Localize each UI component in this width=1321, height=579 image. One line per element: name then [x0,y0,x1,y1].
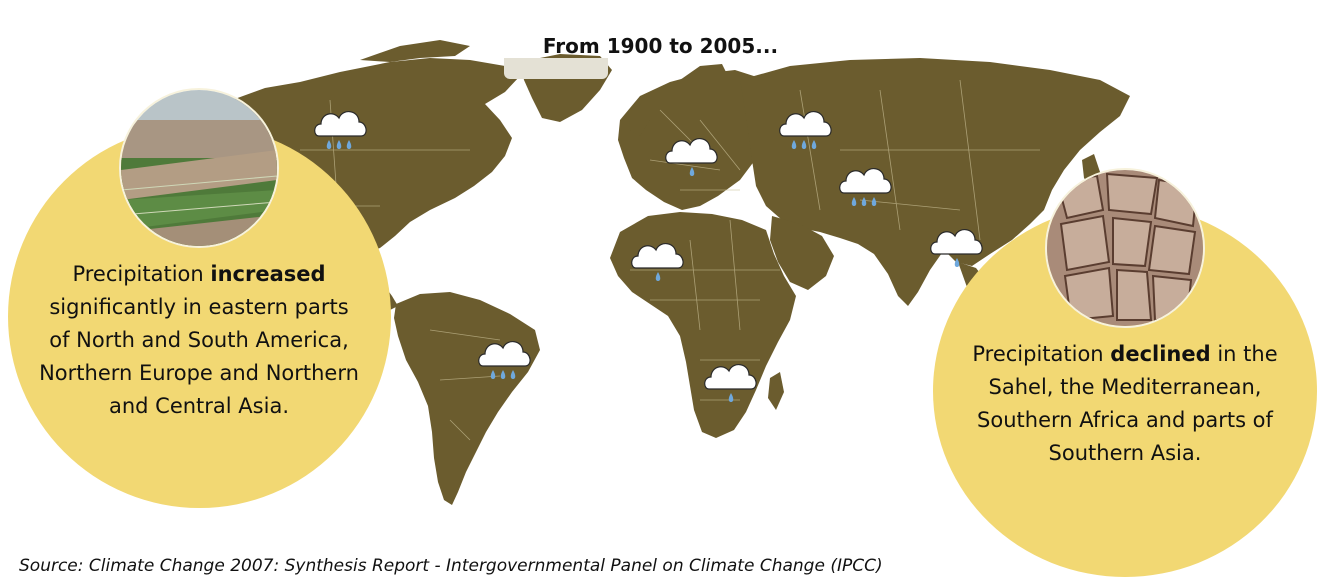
flooded-farmland-photo [119,88,279,248]
decline-callout-text: Precipitation declined in the Sahel, the… [965,338,1285,470]
scandinavia-landmass [665,64,730,140]
increase-prefix: Precipitation [72,262,211,286]
south-america-landmass [394,292,540,505]
africa-landmass [610,212,796,438]
title-tab-decoration [504,58,608,79]
decline-body: in the Sahel, the Mediterranean, Souther… [977,342,1278,465]
increase-body: significantly in eastern parts of North … [39,295,359,418]
madagascar-island [768,372,784,410]
source-citation: Source: Climate Change 2007: Synthesis R… [19,556,883,576]
arabian-peninsula [770,216,834,290]
increase-callout-text: Precipitation increased significantly in… [38,258,360,423]
decline-prefix: Precipitation [972,342,1111,366]
asia-landmass [740,58,1130,306]
infographic-title: From 1900 to 2005... [542,34,779,58]
british-isles [628,104,650,136]
arctic-islands [360,40,470,62]
decline-keyword: declined [1110,342,1211,366]
increase-keyword: increased [210,262,326,286]
cracked-dry-soil-photo [1045,168,1205,328]
